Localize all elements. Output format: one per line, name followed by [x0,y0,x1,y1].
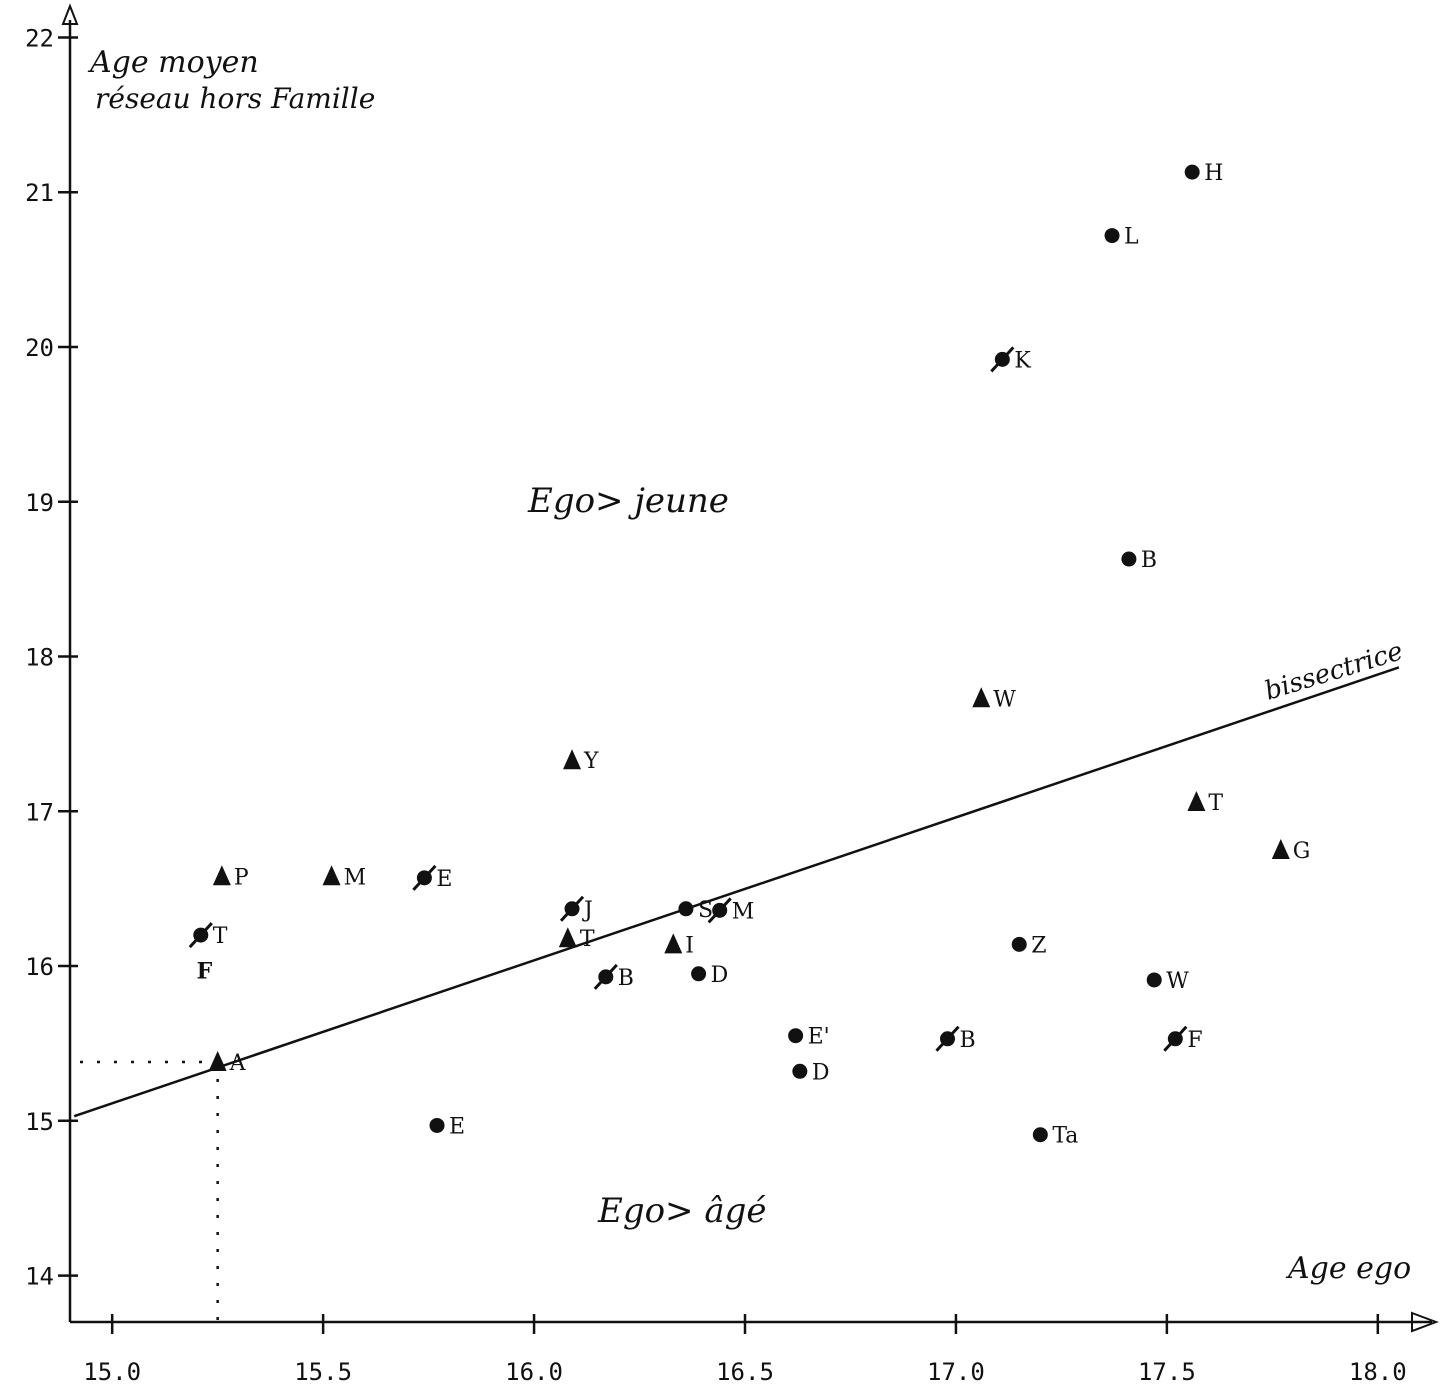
triangle-point [208,1051,227,1071]
circle-point [678,901,694,917]
point-label: B [960,1028,976,1053]
y-tick-label: 22 [25,24,54,52]
point-label: D [812,1060,830,1085]
reference-guides [80,1060,219,1322]
point-label: T [1208,791,1223,816]
triangle-point [322,865,341,886]
y-tick-label: 14 [25,1263,54,1291]
point-label: Ta [1052,1124,1078,1149]
triangle-point [1187,791,1206,811]
axes: 15.0 15.5 16.0 16.5 17.0 17.5 18.0 14 15 16 17 18 19… [25,3,1439,1386]
point-label: T [213,924,228,949]
bisector-line-segment [73,666,1400,1118]
circle-point [1104,228,1120,244]
circle-point [1011,936,1027,952]
point-label: H [1204,161,1223,186]
y-tick-label: 15 [25,1108,54,1136]
point-label: K [1014,348,1031,373]
y-tick-label: 19 [25,489,54,517]
point-slash [990,346,1015,373]
circle-point [1184,164,1200,180]
x-tick-label: 17.5 [1138,1358,1196,1386]
circle-point [1121,551,1137,567]
circle-point [792,1063,808,1079]
point-label: T [580,927,595,952]
x-tick-label: 16.5 [716,1358,774,1386]
point-slash [593,963,618,990]
triangle-point [563,749,582,770]
point-label: B [618,966,634,991]
y-tick-label: 16 [25,953,54,981]
circle-point [691,966,707,982]
point-label: W [993,687,1016,712]
x-tick-label: 17.0 [927,1358,985,1386]
point-label: L [1124,225,1139,250]
triangle-point [1271,838,1290,859]
point-slash [707,897,732,924]
point-slash [1163,1025,1188,1052]
point-label: I [685,933,694,958]
triangle-point [664,933,683,954]
triangle-point [972,687,991,708]
triangle-point [558,927,577,948]
point-label: F [1187,1028,1202,1053]
point-label: J [582,898,593,923]
y-axis-label-line2: réseau hors Famille [95,82,375,115]
point-label: W [1166,969,1189,994]
x-tick-label: 15.0 [83,1358,141,1386]
point-label: B [1141,548,1157,573]
y-tick-label: 18 [25,644,54,672]
upper-region-annotation: Ego> jeune [527,481,729,521]
circle-point [788,1028,804,1044]
point-slash [559,895,585,922]
lower-region-annotation: Ego> âgé [597,1191,767,1231]
bisector-label: bissectrice [1261,636,1406,706]
annotations: Age moyen réseau hors Famille Age ego Eg… [87,45,1411,1286]
point-label: M [344,865,367,890]
y-axis-arrow [61,3,79,25]
point-slash [935,1025,960,1052]
circle-point [1146,972,1162,988]
point-label: M [732,899,755,924]
y-tick-label: 17 [25,798,54,826]
point-label: E' [808,1025,830,1050]
bisector-line [73,666,1400,1118]
point-label: E [436,867,452,892]
x-tick-label: 16.0 [505,1358,563,1386]
point-label: A [229,1051,247,1076]
point-label: P [234,865,249,890]
point-label: Z [1031,933,1046,958]
point-label: G [1293,839,1311,864]
point-label: E [449,1114,465,1139]
triangle-point [212,865,231,886]
y-tick-label: 20 [25,334,54,362]
point-slash [412,864,437,891]
y-axis-label-line1: Age moyen [87,45,259,80]
x-tick-label: 18.0 [1349,1358,1407,1386]
x-tick-label: 15.5 [294,1358,352,1386]
y-tick-label: 21 [25,179,54,207]
x-axis-arrow [1411,1311,1439,1333]
extra-point-label: F [197,959,213,985]
x-axis-label: Age ego [1285,1251,1411,1286]
circle-point [429,1117,445,1133]
point-slash [188,922,213,949]
point-label: D [711,963,729,988]
circle-point [1032,1127,1048,1143]
point-label: S [698,898,713,923]
point-label: Y [583,749,599,774]
